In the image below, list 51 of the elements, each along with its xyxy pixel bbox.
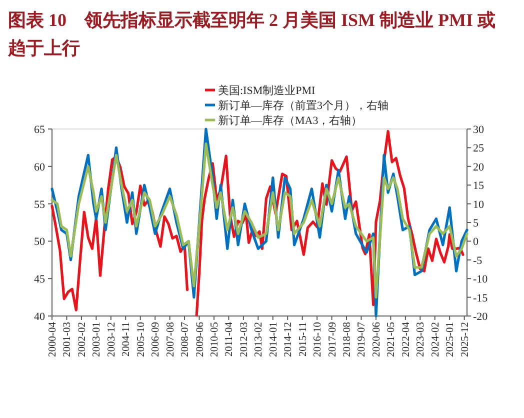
x-tick-label: 2014-12 [283,322,294,357]
x-tick-label: 2012-03 [238,322,250,357]
y-tick-label: 60 [34,161,46,174]
legend-label: 新订单—库存（前置3个月），右轴 [218,99,388,112]
y2-tick-label: -10 [473,274,488,286]
x-tick-label: 2023-03 [416,322,427,357]
x-tick-label: 2008-07 [180,322,192,357]
x-tick-label: 2019-07 [356,322,368,357]
x-tick-label: 2018-08 [342,322,354,357]
x-tick-label: 2009-06 [194,322,206,357]
chart-title: 图表 10 领先指标显示截至明年 2 月美国 ISM 制造业 PMI 或趋于上行 [8,9,496,60]
x-tick-label: 2010-05 [209,322,220,357]
x-tick-label: 2005-10 [136,322,147,357]
y-tick-label: 65 [34,124,46,136]
y2-tick-label: -5 [473,254,483,267]
y2-tick-label: 10 [473,198,484,211]
x-tick-label: 2024-02 [430,322,442,357]
x-tick-label: 2014-01 [268,322,280,357]
x-tick-label: 2011-04 [224,321,236,357]
x-tick-label: 2002-02 [76,322,88,357]
line-series [50,142,468,299]
y2-tick-label: 15 [473,180,484,192]
x-tick-label: 2001-03 [62,322,74,357]
y2-tick-label: 5 [473,218,479,230]
y2-tick-label: 25 [473,142,484,155]
x-tick-label: 2003-01 [92,322,103,357]
x-tick-label: 2016-10 [312,322,324,357]
x-tick-label: 2000-04 [48,321,58,357]
y2-tick-label: 30 [473,124,484,136]
y2-tick-label: 0 [473,236,479,248]
x-tick-label: 2003-12 [106,322,118,357]
x-tick-label: 2007-08 [165,322,176,357]
x-tick-label: 2022-04 [400,321,412,357]
x-tick-label: 2025-01 [445,322,456,357]
x-tick-label: 2013-02 [254,322,265,357]
x-tick-label: 2006-09 [150,322,162,357]
x-tick-label: 2015-11 [298,322,309,357]
x-tick-label: 2021-05 [386,322,398,357]
x-tick-label: 2017-09 [327,322,338,357]
x-tick-label: 2020-06 [371,322,382,357]
y2-tick-label: -20 [473,311,488,323]
x-tick-label: 2004-11 [121,322,132,357]
y-tick-label: 55 [34,198,46,211]
y-tick-label: 50 [34,236,46,248]
x-tick-label: 2025-12 [460,322,471,357]
y2-tick-label: 20 [473,161,484,174]
legend-label: 美国:ISM制造业PMI [218,84,316,97]
y2-tick-label: -15 [473,292,488,304]
y-tick-label: 40 [34,311,46,323]
y-tick-label: 45 [34,274,46,286]
legend-label: 新订单—库存（MA3，右轴） [218,114,362,127]
